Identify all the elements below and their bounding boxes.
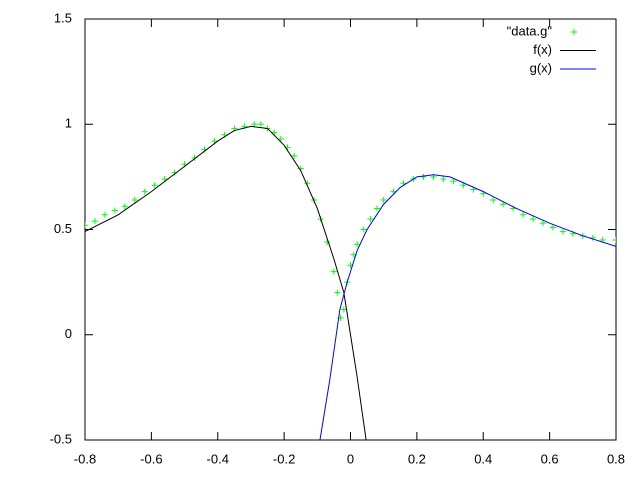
plot-frame: [84, 18, 617, 441]
line: [85, 125, 367, 440]
x-tick-label: 0: [347, 451, 354, 466]
data-point: [354, 241, 361, 248]
data-point: [277, 135, 284, 142]
data-point: [85, 222, 88, 229]
x-tick-label: 0.8: [607, 451, 625, 466]
y-tick-label: -0.5: [50, 431, 72, 446]
data-point: [141, 188, 148, 195]
y-tick-label: 1: [65, 116, 72, 131]
legend-label: g(x): [530, 60, 552, 75]
data-point: [374, 205, 381, 212]
x-tick-label: 0.6: [541, 451, 559, 466]
y-tick-label: 0.5: [54, 221, 72, 236]
x-tick-label: 0.2: [408, 451, 426, 466]
data-point: [490, 197, 497, 204]
data-point: [111, 207, 118, 214]
data-point: [334, 289, 341, 296]
data-point: [420, 173, 427, 180]
x-tick-label: 0.4: [474, 451, 492, 466]
data-point: [539, 220, 546, 227]
plot-area: [85, 121, 616, 440]
x-tick-label: -0.6: [140, 451, 162, 466]
legend-label: "data.g": [507, 23, 553, 38]
line: [319, 174, 616, 440]
data-point: [251, 121, 258, 128]
data-point: [191, 154, 198, 161]
data-point: [450, 178, 457, 185]
data-point: [559, 228, 566, 235]
data-point: [367, 215, 374, 222]
data-point: [440, 175, 447, 182]
data-point: [131, 197, 138, 204]
x-tick-label: -0.8: [74, 451, 96, 466]
data-point: [151, 182, 158, 189]
data-point: [91, 218, 98, 225]
data-point: [380, 197, 387, 204]
data-point: [101, 211, 108, 218]
y-tick-label: 0: [65, 326, 72, 341]
legend-label: f(x): [533, 42, 552, 57]
legend-marker: [571, 29, 577, 35]
data-point: [530, 215, 537, 222]
data-point: [549, 224, 556, 231]
data-point: [520, 211, 527, 218]
data-point: [291, 152, 298, 159]
data-point: [257, 121, 264, 128]
x-tick-label: -0.4: [207, 451, 229, 466]
data-point: [340, 306, 347, 313]
y-tick-label: 1.5: [54, 10, 72, 25]
data-point: [360, 226, 367, 233]
data-point: [330, 268, 337, 275]
data-point: [121, 203, 128, 210]
data-point: [613, 237, 616, 244]
x-tick-label: -0.2: [273, 451, 295, 466]
